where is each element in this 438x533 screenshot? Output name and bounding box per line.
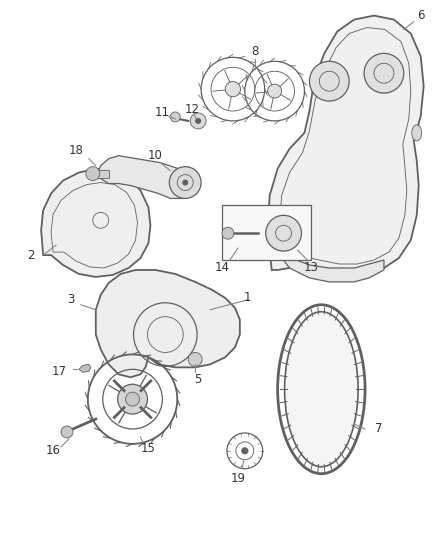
Text: 12: 12 [185, 102, 200, 116]
Circle shape [170, 167, 201, 198]
Text: 19: 19 [230, 472, 245, 485]
Circle shape [118, 384, 148, 414]
Circle shape [182, 180, 188, 185]
Circle shape [242, 448, 248, 454]
Text: 10: 10 [148, 149, 163, 162]
Bar [89, 169, 109, 177]
Circle shape [268, 84, 282, 98]
Text: 2: 2 [28, 248, 35, 262]
Text: 8: 8 [251, 45, 258, 58]
Circle shape [266, 215, 301, 251]
Text: 16: 16 [46, 445, 60, 457]
Ellipse shape [285, 312, 358, 467]
Polygon shape [98, 156, 195, 198]
Text: 11: 11 [155, 107, 170, 119]
Bar [222, 205, 311, 260]
Circle shape [190, 113, 206, 129]
Circle shape [122, 389, 143, 409]
Text: 18: 18 [68, 144, 83, 157]
Ellipse shape [412, 125, 422, 141]
Circle shape [170, 112, 180, 122]
Text: 1: 1 [244, 292, 251, 304]
Circle shape [188, 352, 202, 366]
Text: 6: 6 [417, 9, 424, 22]
Circle shape [126, 392, 140, 406]
Text: 17: 17 [52, 365, 67, 378]
Circle shape [309, 61, 349, 101]
Polygon shape [96, 270, 240, 377]
Text: 15: 15 [141, 442, 156, 455]
Polygon shape [41, 168, 150, 277]
Circle shape [195, 118, 201, 124]
Polygon shape [268, 15, 424, 275]
Circle shape [222, 227, 234, 239]
Polygon shape [279, 255, 384, 282]
Circle shape [225, 82, 240, 97]
Text: 3: 3 [67, 293, 74, 306]
Text: 7: 7 [375, 423, 383, 435]
Circle shape [61, 426, 73, 438]
Circle shape [86, 167, 100, 181]
Circle shape [364, 53, 404, 93]
Text: 13: 13 [304, 262, 319, 274]
Text: 14: 14 [215, 262, 230, 274]
Text: 5: 5 [194, 373, 202, 386]
Polygon shape [79, 365, 91, 373]
